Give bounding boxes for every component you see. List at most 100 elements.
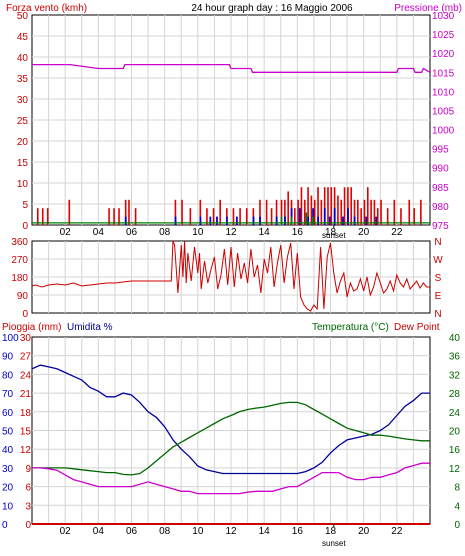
temperature-y-tick-label: 16 [449,445,461,456]
temperature-line [32,401,430,476]
wind-calm-bar [305,212,308,225]
wind-calm-bar [312,216,314,225]
wind-gust-bar [134,208,137,225]
humidity-y-tick-label: 70 [2,389,14,400]
humidity-y-tick-label: 30 [2,464,14,475]
wind-speed-bar [259,216,261,225]
temperature-y-tick-label: 8 [454,483,460,494]
wind-gust-bar [413,208,416,225]
compass-point-label: W [433,255,443,266]
wind-gust-bar [310,195,313,225]
wind-gust-bar [420,199,422,225]
wind-y-tick-label: 5 [22,200,28,211]
wind-gust-bar [270,208,273,225]
humidity-axis-label: Umidita % [67,322,113,333]
wind-gust-bar [232,208,235,225]
wind-speed-bar [328,216,331,225]
wind-gust-bar [400,208,402,225]
wind-gust-bar [118,208,120,225]
humidity-y-tick-label: 10 [2,501,14,512]
direction-y-tick-label: 180 [11,273,28,284]
pressure-y-tick-label: 1010 [432,87,455,98]
wind-x-tick-label: 14 [259,227,271,238]
humidity-y-tick-label: 80 [2,370,14,381]
wind-gust-bar [189,208,192,225]
wind-speed-bar [226,216,228,225]
rain-y-tick-label: 27 [20,352,32,363]
rain-y-tick-label: 30 [20,333,32,344]
wind-speed-bar [209,216,212,225]
wind-gust-bar [128,199,130,225]
wind-gust-bar [212,208,215,225]
pressure-y-tick-label: 995 [432,145,449,156]
wind-gust-bar [206,208,208,225]
rain-y-tick-label: 24 [20,370,32,381]
pressure-y-tick-label: 975 [432,221,449,232]
temperature-axis-label: Temperatura (°C) [312,322,389,333]
wind-gust-bar [386,208,389,225]
climate-x-tick-label: 12 [225,526,237,537]
wind-calm-bar [290,216,293,225]
wind-gust-bar [373,199,376,225]
wind-gust-bar [108,208,110,225]
climate-x-tick-label: 06 [126,526,138,537]
humidity-y-tick-label: 100 [2,333,19,344]
temperature-y-tick-label: 12 [449,464,461,475]
wind-x-tick-label: 12 [225,227,237,238]
wind-gust-bar [174,199,177,225]
wind-y-tick-label: 35 [17,74,29,85]
rain-y-tick-label: 0 [25,520,31,531]
pressure-y-tick-label: 990 [432,164,449,175]
wind-gust-bar [300,187,303,225]
wind-x-tick-label: 18 [325,227,337,238]
wind-gust-bar [294,208,296,225]
wind-gust-bar [353,199,356,225]
wind-y-tick-label: 10 [17,179,29,190]
wind-gust-bar [320,199,323,225]
wind-gust-bar [113,208,115,225]
wind-gust-bar [284,199,286,225]
wind-gust-bar [347,187,349,225]
humidity-y-tick-label: 0 [2,520,8,531]
temperature-y-tick-label: 40 [449,333,461,344]
wind-gust-bar [239,208,241,225]
wind-gust-bar [181,199,183,225]
wind-gust-bar [41,208,44,225]
wind-y-tick-label: 45 [17,32,29,43]
humidity-line [31,364,430,475]
wind-x-tick-label: 20 [358,227,370,238]
dewpoint-line [32,462,430,495]
wind-y-tick-label: 20 [17,137,29,148]
wind-direction-line [31,240,430,312]
wind-gust-bar [393,199,396,225]
pressure-axis-label: Pressione (mb) [394,3,462,14]
pressure-y-tick-label: 1020 [432,49,455,60]
wind-gust-bar [307,187,309,225]
compass-point-label: S [435,273,442,284]
direction-y-tick-label: 360 [11,237,28,248]
direction-y-tick-label: 270 [11,255,28,266]
temperature-y-tick-label: 24 [449,408,461,419]
climate-x-tick-label: 18 [325,526,337,537]
temperature-y-tick-label: 0 [454,520,460,531]
rain-y-tick-label: 9 [25,464,31,475]
wind-speed-bar [342,216,344,225]
climate-x-tick-label: 08 [159,526,171,537]
climate-x-tick-label: 04 [93,526,105,537]
wind-gust-bar [337,195,339,225]
humidity-y-tick-label: 90 [2,352,14,363]
wind-axis-label: Forza vento (kmh) [6,3,87,14]
wind-speed-bar [317,216,320,225]
wind-speed-bar [307,216,310,225]
pressure-y-tick-label: 1000 [432,126,455,137]
rain-axis-label: Pioggia (mm) [2,322,61,333]
compass-point-label: N [434,237,441,248]
wind-speed-bar [235,216,238,225]
wind-gust-bar [297,199,299,225]
wind-gust-bar [303,199,306,225]
wind-gust-bar [46,208,49,225]
climate-sunset-label: sunset [322,539,346,548]
pressure-line [32,63,431,73]
